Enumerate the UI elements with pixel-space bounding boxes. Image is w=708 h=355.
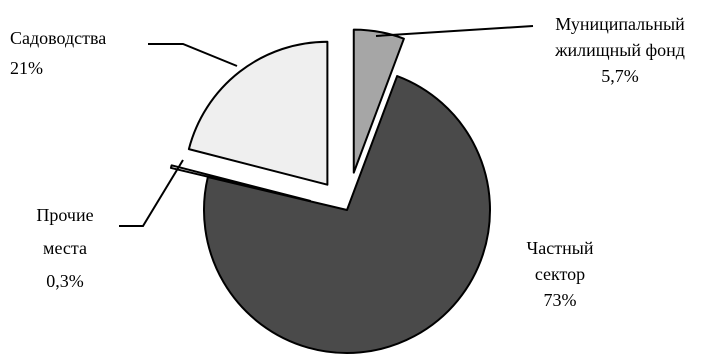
slice-label-line: места: [43, 238, 87, 258]
slice-label-line: Муниципальный: [555, 14, 685, 34]
slice-label-line: 0,3%: [46, 271, 84, 291]
slice-label-line: Прочие: [36, 205, 93, 225]
label-leaders: [119, 25, 534, 227]
slice-label-line: жилищный фонд: [554, 40, 685, 60]
pie-slice-gardening: [187, 40, 329, 186]
pie-slices: [169, 28, 491, 354]
pie-slice-municipal: [352, 28, 405, 174]
leader-line-other: [119, 159, 184, 227]
slice-label-line: 73%: [544, 290, 577, 310]
slice-label-private: Частный сектор 73%: [527, 238, 594, 310]
slice-label-line: 5,7%: [601, 66, 639, 86]
leader-line-gardening: [148, 43, 238, 67]
slice-label-line: Частный: [527, 238, 594, 258]
slice-label-gardening: Садоводства 21%: [10, 28, 106, 78]
slice-label-line: 21%: [10, 58, 43, 78]
slice-label-municipal: Муниципальный жилищный фонд 5,7%: [554, 14, 685, 86]
slice-label-other: Прочие места 0,3%: [36, 205, 93, 291]
slice-label-line: Садоводства: [10, 28, 106, 48]
pie-slice-other: [169, 164, 312, 202]
pie-slice-private: [203, 75, 491, 354]
leader-line-municipal: [375, 25, 534, 37]
slice-label-line: сектор: [535, 264, 585, 284]
slice-labels: Муниципальный жилищный фонд 5,7% Частный сек…: [10, 14, 685, 310]
